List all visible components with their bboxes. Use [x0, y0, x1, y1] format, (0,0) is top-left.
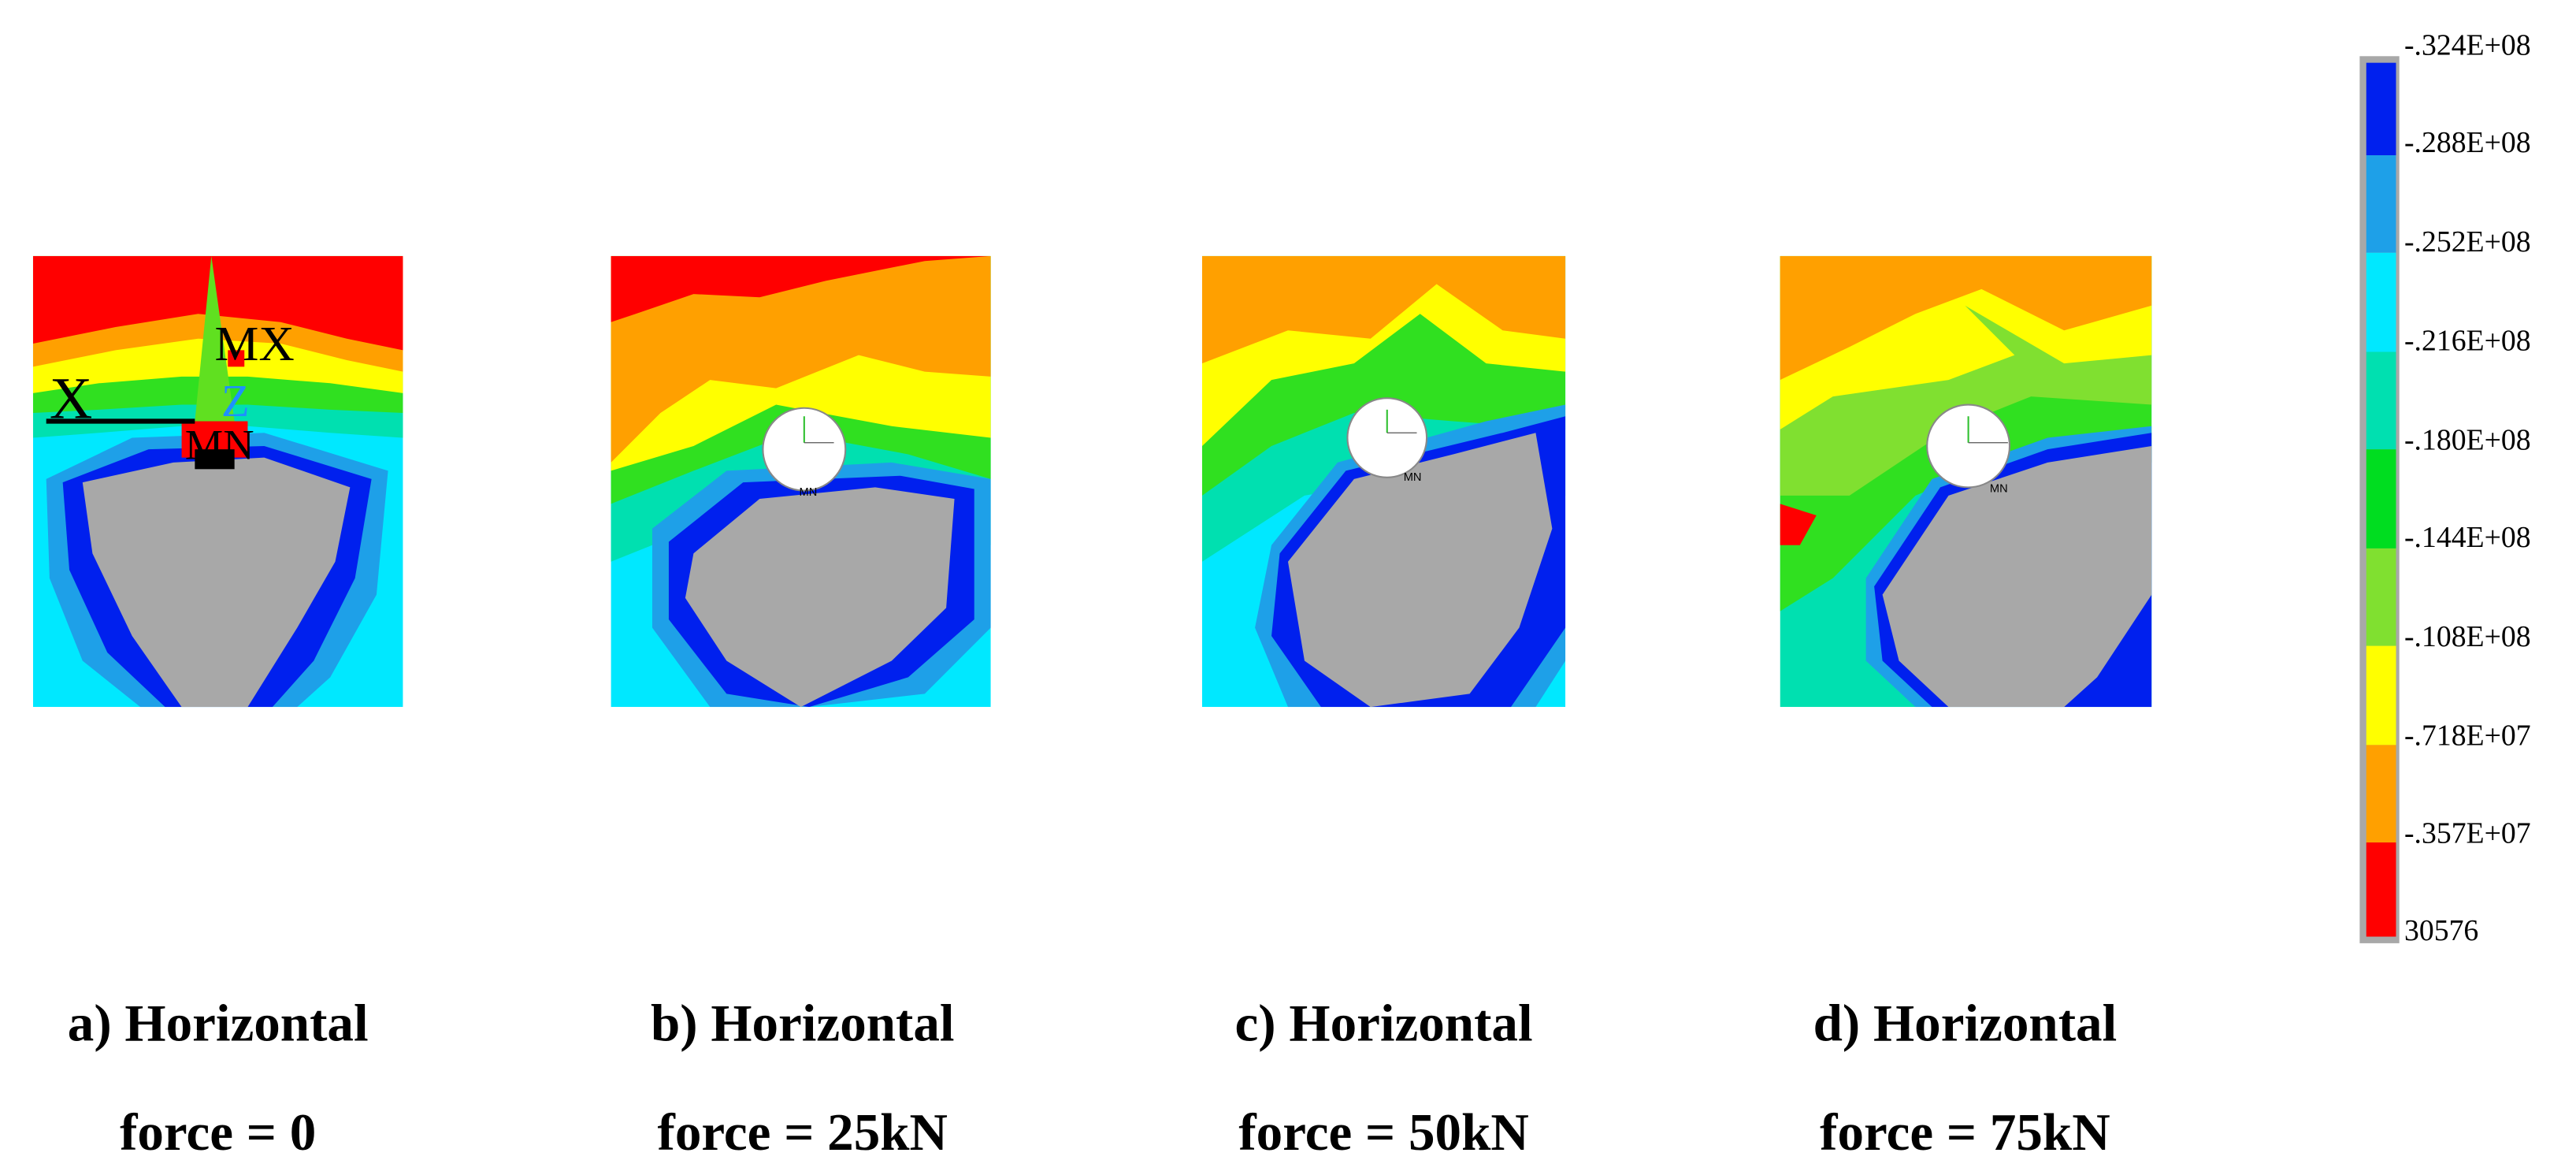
annotation: MN — [1404, 471, 1422, 484]
caption: b) Horizontal — [651, 994, 955, 1053]
caption: a) Horizontal — [68, 994, 369, 1053]
colorbar-label: -.144E+08 — [2404, 521, 2531, 554]
caption: force = 25kN — [657, 1102, 947, 1162]
annotation: MN — [185, 421, 254, 469]
colorbar-label: -.718E+07 — [2404, 720, 2531, 753]
colorbar-label: -.252E+08 — [2404, 225, 2531, 258]
caption: c) Horizontal — [1235, 994, 1533, 1053]
colorbar-label: 30576 — [2404, 914, 2478, 947]
annotation: MN — [800, 486, 818, 499]
colorbar-label: -.180E+08 — [2404, 423, 2531, 456]
caption: force = 50kN — [1238, 1102, 1528, 1162]
colorbar-label: -.108E+08 — [2404, 620, 2531, 653]
contour-panel-b — [611, 255, 991, 708]
annotation: X — [50, 366, 92, 431]
contour-panel-d — [1780, 255, 2152, 708]
colorbar — [2359, 56, 2400, 943]
colorbar-label: -.216E+08 — [2404, 325, 2531, 358]
colorbar-label: -.324E+08 — [2404, 28, 2531, 61]
annotation: MX — [215, 316, 295, 371]
colorbar-label: -.288E+08 — [2404, 126, 2531, 159]
caption: force = 0 — [120, 1102, 316, 1162]
annotation: MN — [1990, 483, 2008, 496]
caption: d) Horizontal — [1813, 994, 2118, 1053]
contour-panel-a — [32, 255, 403, 708]
colorbar-label: -.357E+07 — [2404, 816, 2531, 850]
contour-panel-c — [1202, 255, 1566, 708]
caption: force = 75kN — [1820, 1102, 2110, 1162]
annotation: Z — [221, 375, 250, 426]
